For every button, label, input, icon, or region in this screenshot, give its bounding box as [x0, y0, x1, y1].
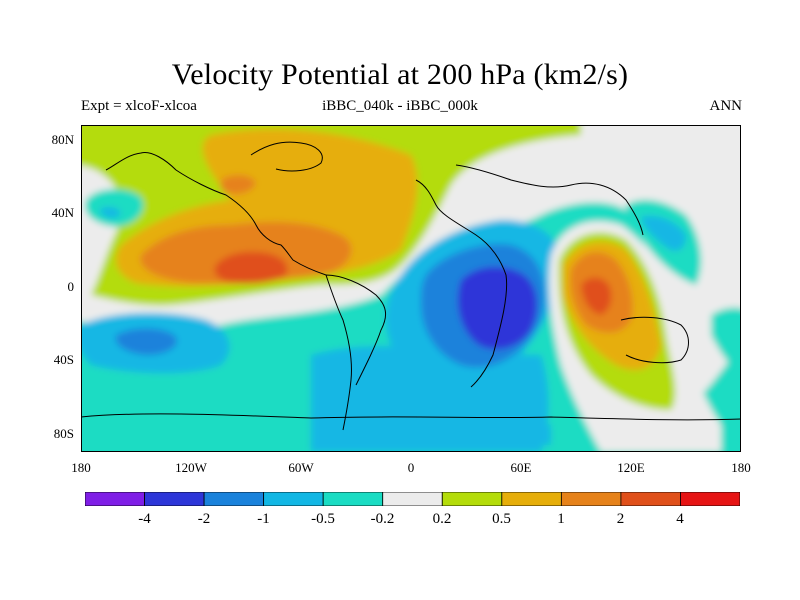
antarctica-coast — [81, 413, 741, 421]
africa-coast — [415, 179, 508, 388]
colorbar-box — [85, 492, 145, 506]
south-pacific-negative-neg2 — [115, 328, 177, 355]
greenland-coast — [250, 141, 323, 172]
lon-label-0: 0 — [407, 460, 415, 475]
lat-label-0: 0 — [67, 279, 75, 294]
season-label: ANN — [709, 98, 743, 114]
indian-negative-neg4 — [457, 266, 537, 350]
colorbar-label: -0.2 — [370, 511, 395, 527]
colorbar-box — [560, 492, 622, 506]
west-pacific-negative-neg1 — [641, 215, 686, 251]
colorbar-label: 2 — [616, 511, 625, 527]
colorbar-label: 1 — [557, 511, 565, 527]
difference-label: iBBC_040k - iBBC_000k — [322, 98, 478, 114]
colorbar-box — [441, 492, 503, 506]
north-pacific-negative-neg05 — [85, 189, 144, 227]
lon-label-120w: 120W — [175, 460, 207, 475]
colorbar-box — [620, 492, 681, 506]
plot-frame — [81, 125, 741, 452]
colorbar-label: 4 — [676, 511, 684, 527]
lat-label-40s: 40S — [53, 352, 74, 367]
north-america-coast — [105, 151, 327, 276]
colorbar-box — [144, 492, 205, 506]
lon-label-120e: 120E — [617, 460, 645, 475]
australia-coast — [620, 316, 689, 364]
north-atlantic-pos2 — [221, 175, 256, 195]
colorbar — [85, 492, 740, 506]
colorbar-label: -4 — [138, 511, 151, 527]
lon-label-60w: 60W — [288, 460, 314, 475]
lon-label-180w: 180 — [71, 460, 91, 475]
colorbar-box — [322, 492, 384, 506]
east-edge-negative-neg05 — [711, 307, 741, 377]
colorbar-box — [203, 492, 265, 506]
lon-label-180e: 180 — [731, 460, 751, 475]
lat-label-40n: 40N — [51, 205, 74, 220]
lon-label-60e: 60E — [510, 460, 532, 475]
lat-label-80n: 80N — [51, 132, 74, 147]
eurasia-coast — [455, 164, 644, 236]
map-plot — [81, 125, 741, 452]
coastlines — [81, 141, 741, 431]
map-title: Velocity Potential at 200 hPa (km2/s) — [171, 58, 629, 91]
colorbar-label: -0.5 — [311, 511, 335, 527]
experiment-label: Expt = xlcoF-xlcoa — [81, 98, 197, 114]
tropical-positive-pos4 — [214, 251, 288, 284]
colorbar-box — [382, 492, 443, 506]
colorbar-label: 0.2 — [432, 511, 452, 527]
north-pacific-negative-neg1 — [99, 207, 121, 218]
antarctic-band — [321, 419, 551, 445]
colorbar-box — [263, 492, 324, 506]
south-america-coast — [325, 274, 387, 431]
lat-label-80s: 80S — [53, 426, 74, 441]
colorbar-box — [680, 492, 740, 506]
colorbar-label: 0.5 — [492, 511, 511, 527]
colorbar-label: -1 — [257, 511, 270, 527]
colorbar-label: -2 — [197, 511, 211, 527]
maritime-positive-pos4 — [581, 277, 612, 315]
colorbar-box — [501, 492, 562, 506]
